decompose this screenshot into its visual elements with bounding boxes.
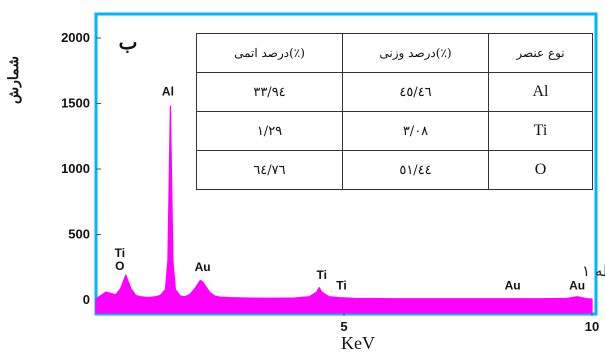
y-axis-label: شمارش [6,56,22,104]
table-row: ۳۳/۹٤ ٤٥/٤٦ Al [196,72,593,112]
peak-label: O [115,259,124,273]
peak-label: Ti [316,268,326,282]
analysis-point-caption: آنالیز نقطه ۱ [582,262,605,280]
table-cell: ۳/۰۸ [342,111,489,151]
panel-label: ب [119,30,138,54]
table-cell: ٤٥/٤٦ [342,72,489,112]
series-layer [95,105,593,314]
peak-label: Ti [336,279,346,293]
element-composition-table: درصد اتمی(٪) درصد وزنی(٪) نوع عنصر ۳۳/۹٤… [196,33,593,190]
peak-label: Au [505,279,521,293]
table-row: ۱/۲۹ ۳/۰۸ Ti [196,111,593,151]
x-tick-label: 5 [340,319,347,334]
table-cell: O [488,150,593,190]
table-cell: Ti [488,111,593,151]
header-element-type: نوع عنصر [488,33,593,73]
peak-label: Au [195,260,211,274]
x-tick-label: 10 [585,319,599,334]
y-tick-label: 500 [68,227,90,242]
table-cell: ٥۱/٤٤ [342,150,489,190]
table-header-row: درصد اتمی(٪) درصد وزنی(٪) نوع عنصر [196,33,593,73]
y-tick-label: 1500 [61,96,90,111]
y-tick-label: 0 [83,292,90,307]
table-cell: ٦٤/۷٦ [196,150,343,190]
peak-label: Ti [115,246,125,260]
spectrum-series [95,105,593,314]
y-tick-label: 2000 [61,30,90,45]
y-axis-ticks: 0 500 1000 1500 2000 [61,30,101,307]
table-row: ٦٤/۷٦ ٥۱/٤٤ O [196,150,593,190]
header-atomic-percent: درصد اتمی(٪) [196,33,343,73]
peak-label: Al [162,85,174,99]
peak-label: Au [569,279,585,293]
header-weight-percent: درصد وزنی(٪) [342,33,489,73]
x-axis-label: KeV [341,333,375,353]
table-cell: Al [488,72,593,112]
table-cell: ۱/۲۹ [196,111,343,151]
table-cell: ۳۳/۹٤ [196,72,343,112]
y-tick-label: 1000 [61,161,90,176]
